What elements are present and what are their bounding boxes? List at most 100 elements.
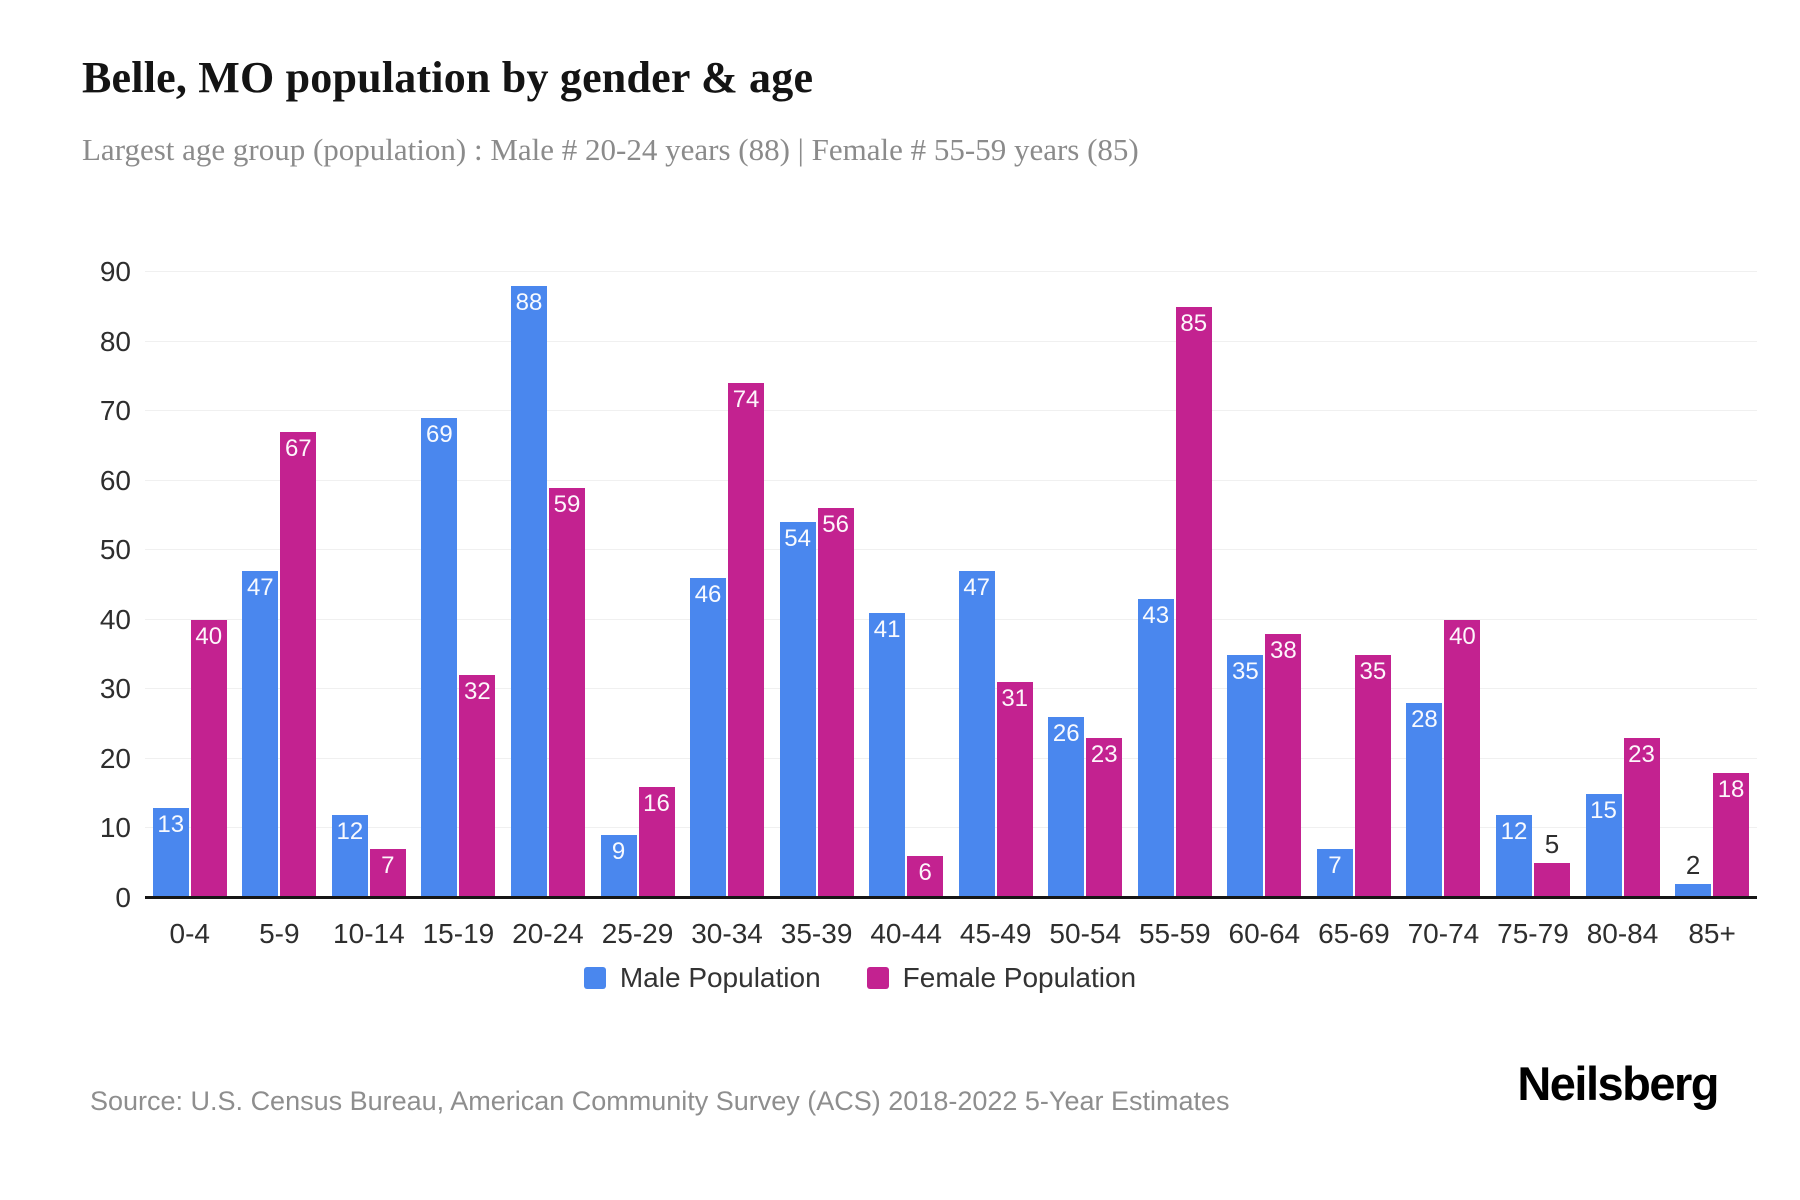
x-axis-label-65-69: 65-69 — [1318, 918, 1390, 949]
x-axis-label-50-54: 50-54 — [1049, 918, 1122, 949]
x-axis-label-70-74: 70-74 — [1407, 918, 1480, 949]
x-axis-label-80-84: 80-84 — [1586, 918, 1659, 949]
chart-subtitle: Largest age group (population) : Male # … — [82, 132, 1139, 167]
female-bar-value-70-74: 40 — [1449, 623, 1476, 650]
female-bar-value-20-24: 59 — [553, 491, 581, 518]
male-bar-70-74: 28 — [1406, 703, 1443, 898]
male-bar-75-79: 12 — [1495, 815, 1532, 898]
male-bar-value-60-64: 35 — [1231, 658, 1259, 685]
bar-group-50-54: 26 23 50-54 — [1048, 272, 1123, 949]
female-bar-value-25-29: 16 — [643, 790, 670, 817]
male-bar-30-34: 46 — [690, 578, 727, 898]
male-bar-value-45-49: 47 — [963, 574, 991, 601]
female-bar-value-80-84: 23 — [1628, 741, 1655, 768]
female-bar-25-29: 16 — [638, 787, 675, 898]
female-bar-value-30-34: 74 — [732, 386, 760, 413]
male-bar-value-85+: 2 — [1685, 850, 1701, 880]
male-legend-swatch-icon — [583, 967, 606, 989]
y-axis-tick-20: 20 — [99, 743, 131, 774]
x-axis-label-10-14: 10-14 — [333, 918, 405, 949]
bar-group-60-64: 35 38 60-64 — [1227, 272, 1302, 949]
chart-plot-area: 0 10 20 30 40 50 60 70 80 90 13 40 0-4 47 67 5-9 12 7 10-… — [100, 258, 1757, 949]
female-bar-15-19: 32 — [459, 675, 496, 898]
male-bar-85+: 2 — [1675, 850, 1712, 898]
x-axis-label-85+: 85+ — [1688, 918, 1736, 949]
bar-group-15-19: 69 32 15-19 — [421, 272, 496, 949]
male-bar-value-20-24: 88 — [515, 289, 543, 316]
bar-group-75-79: 12 5 75-79 — [1495, 272, 1570, 949]
bar-group-20-24: 88 59 20-24 — [510, 272, 585, 949]
gridline-80 — [145, 341, 1757, 342]
gridline-90 — [145, 271, 1757, 272]
female-bar-value-85+: 18 — [1717, 776, 1745, 803]
male-bar-40-44: 41 — [869, 613, 906, 898]
female-bar-value-15-19: 32 — [464, 678, 491, 705]
male-bar-value-25-29: 9 — [611, 838, 626, 865]
male-bar-value-55-59: 43 — [1142, 602, 1170, 629]
legend-item-female[interactable]: Female Population — [866, 962, 1136, 994]
y-axis-tick-90: 90 — [99, 256, 131, 287]
female-bar-value-75-79: 5 — [1544, 829, 1560, 859]
female-bar-30-34: 74 — [728, 383, 765, 898]
male-bar-45-49: 47 — [958, 571, 995, 898]
female-bar-value-60-64: 38 — [1269, 637, 1297, 664]
male-bar-value-30-34: 46 — [694, 581, 722, 608]
male-bar-5-9: 47 — [242, 571, 279, 898]
male-bar-25-29: 9 — [600, 835, 637, 898]
x-axis-line — [145, 896, 1757, 899]
male-bar-20-24: 88 — [510, 286, 547, 898]
female-legend-swatch-icon — [866, 967, 889, 989]
y-axis-tick-0: 0 — [115, 882, 131, 913]
male-bar-15-19: 69 — [421, 418, 458, 898]
female-bar-75-79: 5 — [1533, 829, 1570, 898]
bar-group-70-74: 28 40 70-74 — [1406, 272, 1481, 949]
female-bar-0-4: 40 — [190, 620, 227, 898]
x-axis-label-55-59: 55-59 — [1138, 918, 1211, 949]
bar-groups-container: 13 40 0-4 47 67 5-9 12 7 10-14 69 32 15-19 88 59 20-24… — [145, 272, 1757, 949]
y-axis-tick-50: 50 — [99, 534, 131, 565]
female-bar-45-49: 31 — [996, 682, 1033, 898]
male-bar-value-80-84: 15 — [1590, 797, 1617, 824]
gridline-30 — [145, 688, 1757, 689]
male-bar-value-40-44: 41 — [873, 616, 901, 643]
female-bar-value-10-14: 7 — [381, 852, 395, 879]
chart-title: Belle, MO population by gender & age — [82, 53, 814, 102]
female-bar-70-74: 40 — [1444, 620, 1481, 898]
bar-group-65-69: 7 35 65-69 — [1316, 272, 1391, 949]
female-bar-35-39: 56 — [817, 508, 854, 898]
bar-group-0-4: 13 40 0-4 — [152, 272, 227, 949]
y-axis-tick-10: 10 — [99, 812, 131, 843]
male-bar-50-54: 26 — [1048, 717, 1085, 898]
male-bar-80-84: 15 — [1585, 794, 1622, 898]
male-bar-60-64: 35 — [1227, 655, 1264, 898]
male-bar-10-14: 12 — [331, 815, 368, 898]
male-bar-65-69: 7 — [1316, 849, 1353, 898]
y-axis-tick-80: 80 — [99, 326, 131, 357]
female-bar-10-14: 7 — [369, 849, 406, 898]
male-bar-0-4: 13 — [152, 808, 189, 898]
male-bar-value-10-14: 12 — [336, 818, 364, 845]
bar-group-80-84: 15 23 80-84 — [1585, 272, 1660, 949]
female-bar-value-45-49: 31 — [1001, 685, 1029, 712]
gridline-20 — [145, 758, 1757, 759]
x-axis-label-75-79: 75-79 — [1497, 918, 1569, 949]
male-bar-35-39: 54 — [779, 522, 816, 898]
x-axis-label-45-49: 45-49 — [959, 918, 1032, 949]
bar-group-85+: 2 18 85+ — [1675, 272, 1750, 949]
bar-group-30-34: 46 74 30-34 — [690, 272, 765, 949]
female-bar-value-40-44: 6 — [918, 859, 932, 886]
gridline-50 — [145, 549, 1757, 550]
male-bar-value-35-39: 54 — [784, 525, 811, 552]
bar-group-35-39: 54 56 35-39 — [779, 272, 854, 949]
female-bar-60-64: 38 — [1265, 634, 1302, 898]
brand-logo: Neilsberg — [1517, 1057, 1719, 1110]
male-bar-value-5-9: 47 — [246, 574, 274, 601]
female-bar-20-24: 59 — [548, 488, 585, 898]
female-bar-value-0-4: 40 — [195, 623, 223, 650]
female-bar-65-69: 35 — [1354, 655, 1391, 898]
x-axis-label-15-19: 15-19 — [422, 918, 495, 949]
male-bar-value-50-54: 26 — [1052, 720, 1080, 747]
bar-group-40-44: 41 6 40-44 — [869, 272, 944, 949]
legend-item-male[interactable]: Male Population — [583, 962, 821, 994]
